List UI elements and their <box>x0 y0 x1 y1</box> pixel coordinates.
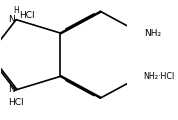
Text: HCl: HCl <box>8 98 23 107</box>
Text: NH₂·HCl: NH₂·HCl <box>144 72 175 81</box>
Text: NH₂: NH₂ <box>144 29 161 38</box>
Text: N: N <box>8 15 15 24</box>
Text: H: H <box>13 6 19 15</box>
Text: HCl: HCl <box>19 11 35 20</box>
Text: N: N <box>8 85 15 94</box>
